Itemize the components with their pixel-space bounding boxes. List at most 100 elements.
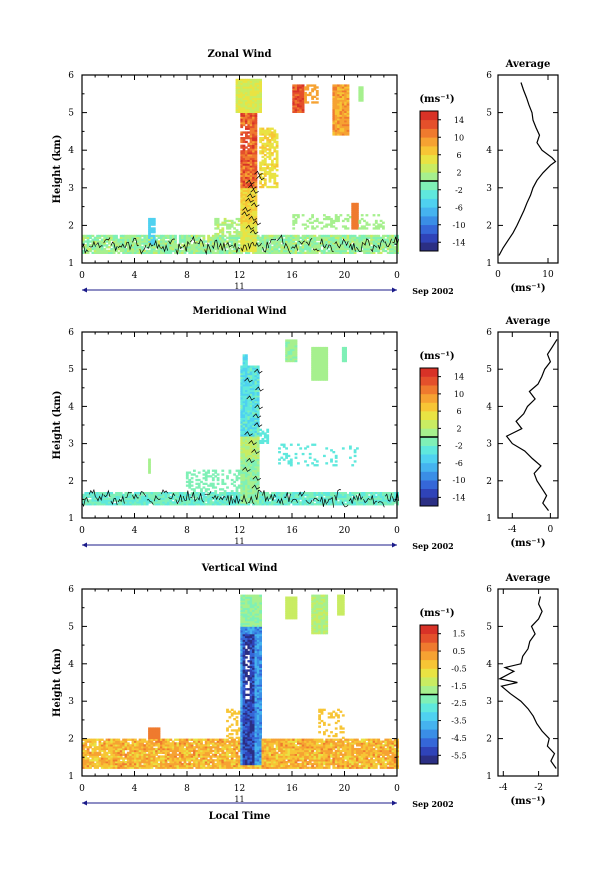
heatmap-cell bbox=[344, 116, 347, 119]
heatmap-cell bbox=[89, 244, 92, 247]
heatmap-cell bbox=[148, 469, 151, 472]
heatmap-cell bbox=[372, 246, 376, 249]
heatmap-cell bbox=[174, 246, 177, 249]
heatmap-cell bbox=[261, 251, 265, 254]
heatmap-cell bbox=[240, 174, 244, 177]
heatmap-cell bbox=[223, 240, 227, 243]
heatmap-cell bbox=[188, 242, 192, 245]
heatmap-cell bbox=[183, 236, 187, 239]
heatmap-cell bbox=[174, 251, 177, 254]
heatmap-cell bbox=[249, 400, 253, 404]
heatmap-cell bbox=[110, 503, 114, 506]
heatmap-cell bbox=[82, 753, 85, 756]
heatmap-cell bbox=[325, 365, 329, 368]
heatmap-cell bbox=[240, 372, 244, 376]
heatmap-cell bbox=[252, 478, 255, 482]
heatmap-cell bbox=[346, 107, 350, 110]
heatmap-cell bbox=[160, 497, 163, 500]
heatmap-cell bbox=[318, 221, 321, 224]
contour-line bbox=[117, 495, 125, 504]
heatmap-cell bbox=[86, 738, 90, 741]
heatmap-cell bbox=[254, 421, 258, 424]
heatmap-cell bbox=[89, 499, 92, 502]
heatmap-cell bbox=[237, 231, 241, 234]
heatmap-cell bbox=[252, 456, 255, 459]
heatmap-cell bbox=[325, 447, 329, 450]
heatmap-cell bbox=[252, 193, 255, 196]
heatmap-cell bbox=[330, 249, 333, 253]
heatmap-cell bbox=[285, 343, 288, 346]
heatmap-cell bbox=[374, 236, 378, 239]
heatmap-cell bbox=[337, 495, 340, 498]
heatmap-cell bbox=[346, 501, 350, 504]
heatmap-cell bbox=[358, 86, 362, 89]
heatmap-cell bbox=[325, 372, 329, 376]
heatmap-cell bbox=[292, 501, 296, 504]
heatmap-cell bbox=[249, 451, 253, 454]
heatmap-cell bbox=[332, 236, 336, 239]
heatmap-cell bbox=[363, 246, 366, 249]
heatmap-cell bbox=[254, 110, 258, 113]
heatmap-cell bbox=[313, 361, 317, 365]
heatmap-cell bbox=[249, 486, 253, 489]
contour-line bbox=[254, 489, 262, 500]
heatmap-cell bbox=[93, 740, 97, 743]
heatmap-cell bbox=[221, 469, 225, 472]
heatmap-cell bbox=[287, 240, 291, 243]
heatmap-cell bbox=[207, 495, 210, 498]
heatmap-cell bbox=[271, 154, 274, 157]
heatmap-cell bbox=[389, 501, 392, 504]
heatmap-cell bbox=[332, 95, 336, 98]
heatmap-cell bbox=[306, 249, 310, 253]
heatmap-cell bbox=[254, 99, 258, 102]
heatmap-cell bbox=[337, 242, 340, 245]
heatmap-cell bbox=[292, 358, 296, 361]
heatmap-cell bbox=[252, 99, 255, 102]
y-tick-label: 2 bbox=[68, 221, 74, 231]
heatmap-cell bbox=[98, 759, 102, 762]
heatmap-cell bbox=[108, 746, 111, 749]
heatmap-cell bbox=[384, 234, 388, 238]
heatmap-cell bbox=[117, 503, 121, 506]
heatmap-cell bbox=[252, 231, 255, 234]
heatmap-cell bbox=[155, 246, 158, 249]
heatmap-cell bbox=[247, 376, 251, 379]
heatmap-cell bbox=[367, 497, 371, 500]
heatmap-cell bbox=[240, 384, 244, 387]
heatmap-cell bbox=[353, 212, 357, 215]
heatmap-cell bbox=[240, 428, 244, 431]
heatmap-cell bbox=[256, 417, 260, 420]
heatmap-cell bbox=[93, 744, 97, 747]
heatmap-cell bbox=[358, 236, 362, 239]
heatmap-cell bbox=[152, 242, 156, 245]
heatmap-cell bbox=[308, 248, 312, 251]
heatmap-cell bbox=[256, 421, 260, 424]
heatmap-cell bbox=[374, 492, 378, 495]
heatmap-cell bbox=[337, 501, 340, 504]
heatmap-cell bbox=[249, 443, 253, 446]
heatmap-cell bbox=[346, 127, 350, 130]
heatmap-cell bbox=[247, 112, 251, 115]
heatmap-cell bbox=[245, 91, 248, 95]
heatmap-cell bbox=[341, 127, 345, 130]
heatmap-cell bbox=[91, 740, 95, 743]
heatmap-cell bbox=[183, 240, 187, 243]
heatmap-cell bbox=[266, 163, 270, 166]
heatmap-cell bbox=[273, 178, 277, 181]
heatmap-cell bbox=[86, 766, 90, 769]
heatmap-cell bbox=[249, 180, 253, 183]
heatmap-cell bbox=[304, 93, 307, 97]
colorbar-tick-label: 10 bbox=[454, 390, 464, 399]
heatmap-cell bbox=[131, 238, 135, 241]
heatmap-cell bbox=[259, 432, 262, 435]
heatmap-cell bbox=[84, 493, 88, 497]
heatmap-cell bbox=[221, 473, 225, 476]
heatmap-cell bbox=[297, 108, 300, 112]
heatmap-cell bbox=[278, 251, 281, 254]
heatmap-cell bbox=[245, 114, 248, 117]
heatmap-cell bbox=[235, 86, 239, 89]
heatmap-cell bbox=[313, 458, 317, 461]
heatmap-cell bbox=[282, 445, 286, 448]
heatmap-cell bbox=[297, 499, 300, 502]
heatmap-cell bbox=[344, 105, 347, 108]
